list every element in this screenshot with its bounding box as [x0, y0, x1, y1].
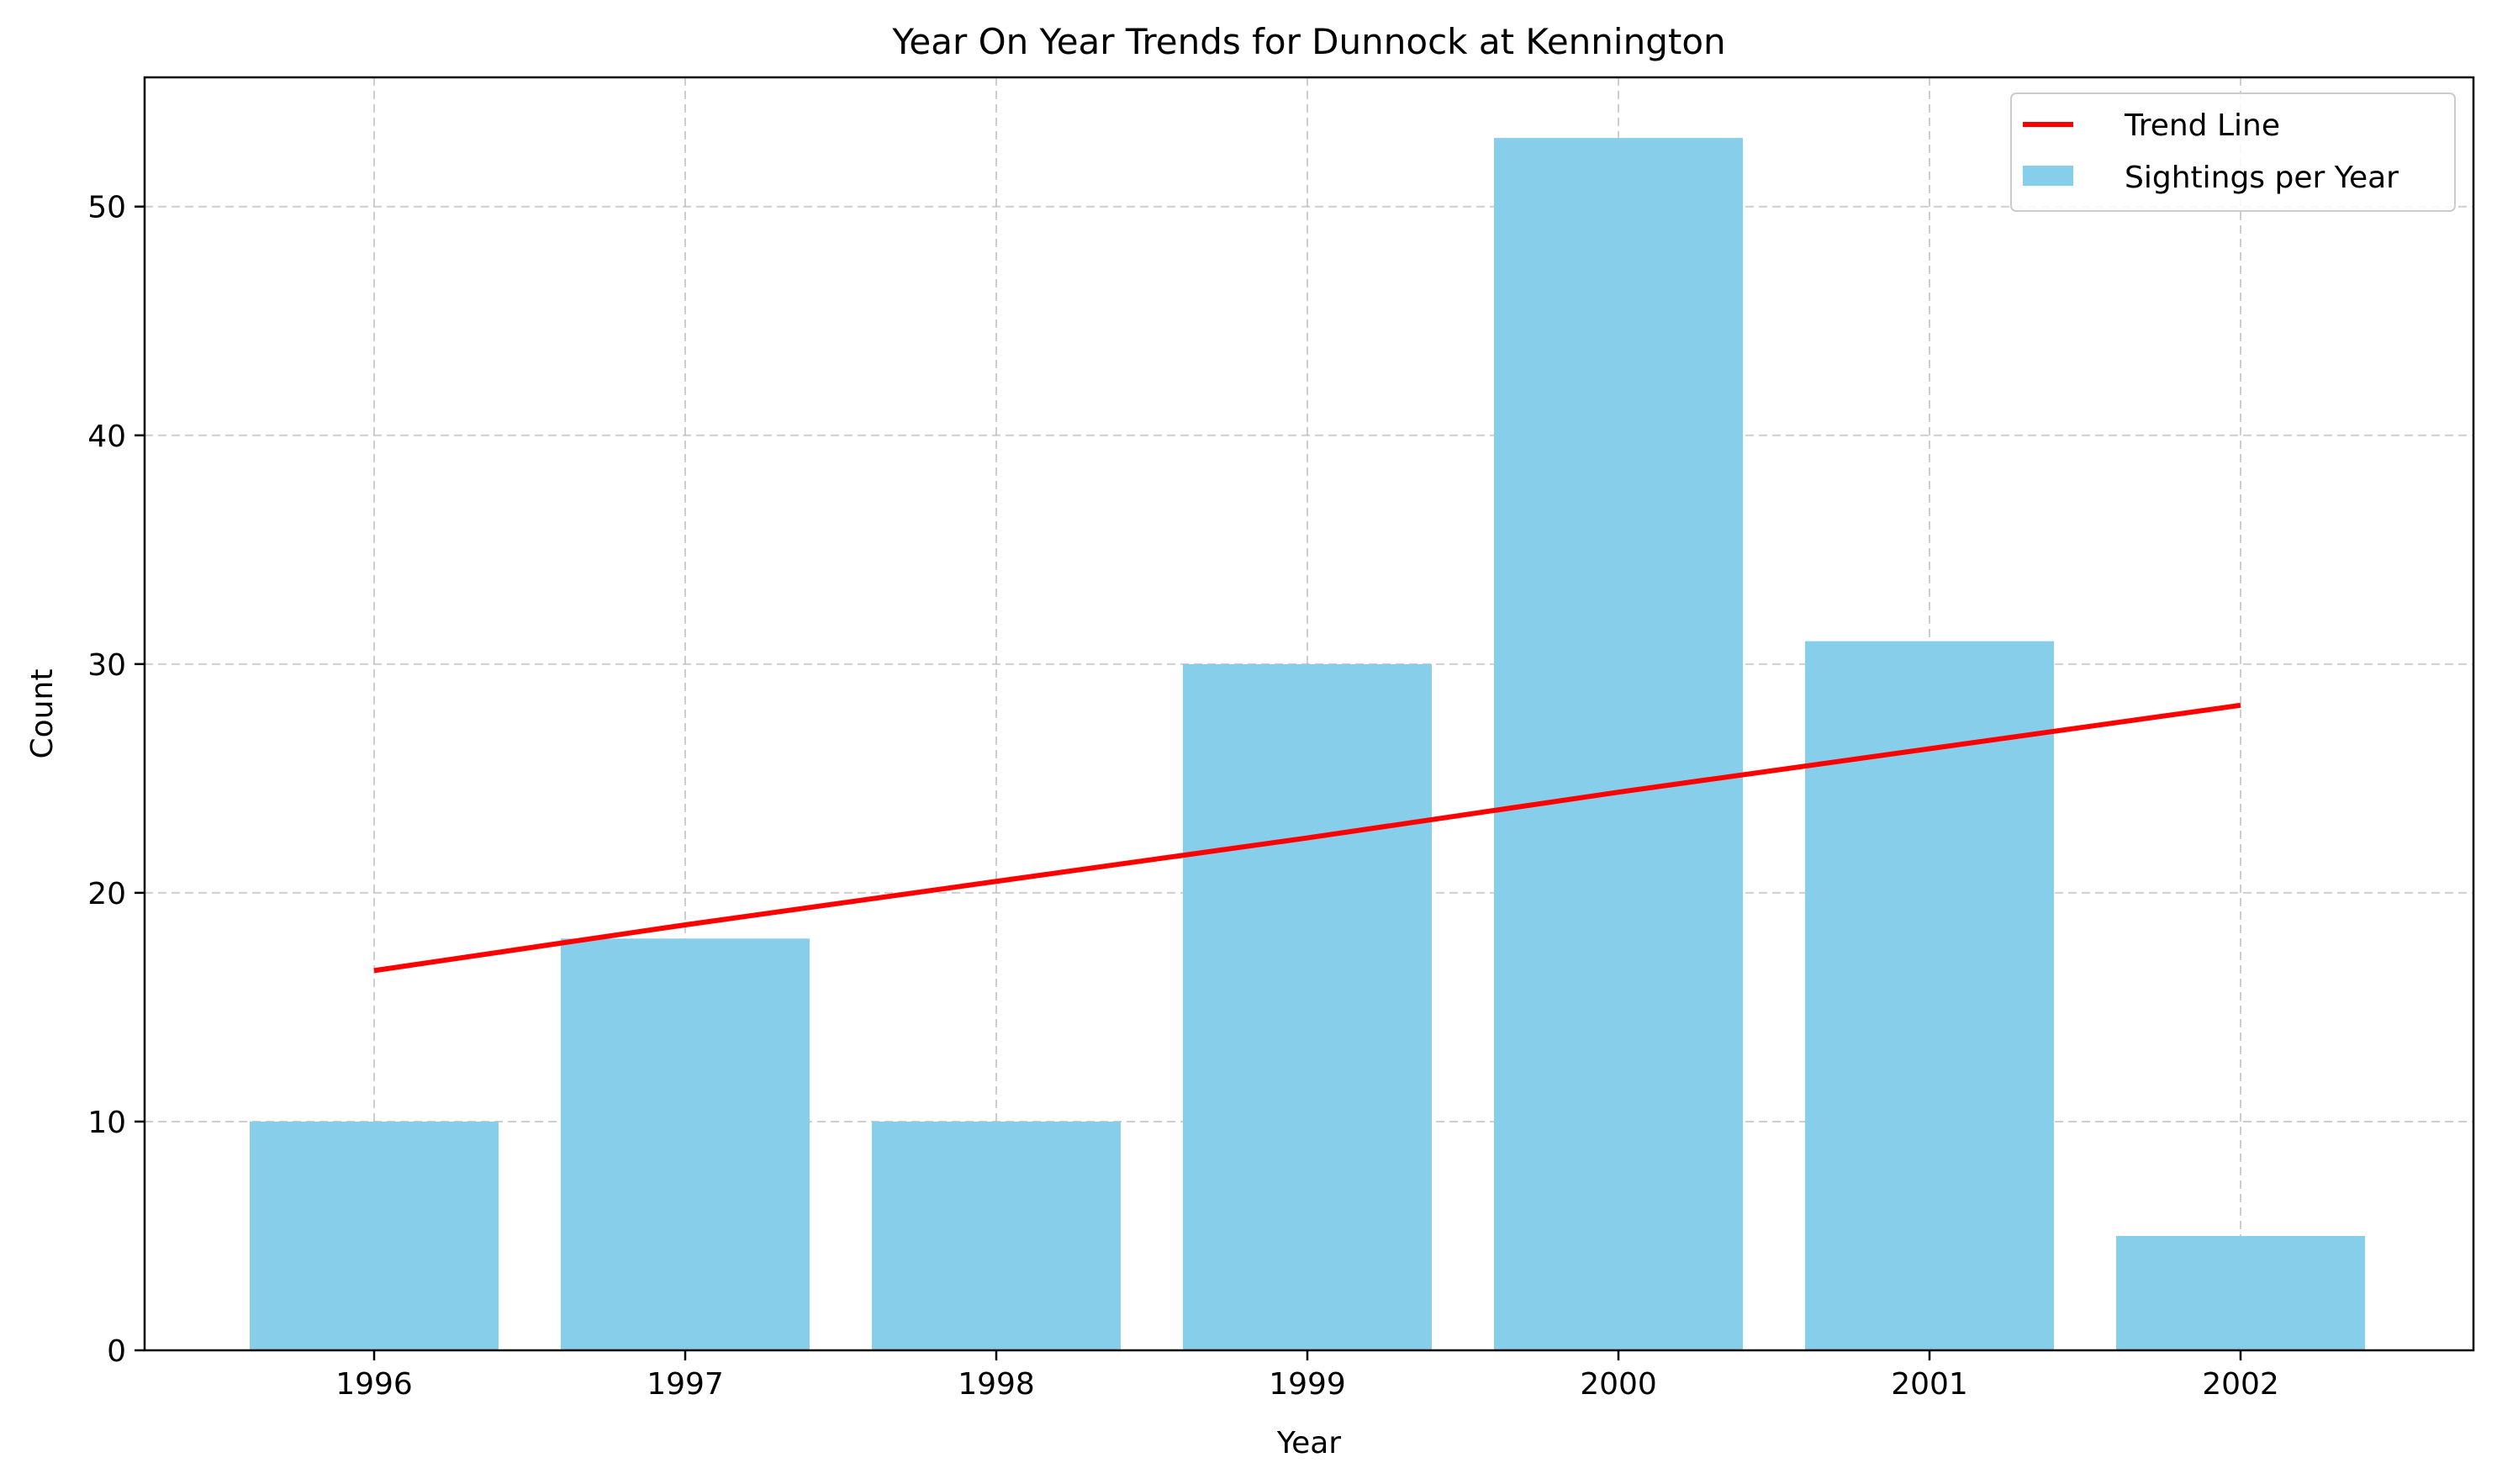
y-tick-label: 30	[87, 648, 126, 683]
bar-1998	[872, 1121, 1121, 1350]
bar-1997	[561, 938, 810, 1350]
legend-sightings-label: Sightings per Year	[2125, 161, 2399, 195]
bar-series	[250, 138, 2365, 1351]
legend: Trend Line Sightings per Year	[2010, 92, 2456, 212]
y-axis-label: Count	[25, 669, 60, 759]
x-tick-label: 2001	[1891, 1367, 1968, 1402]
y-tick-label: 0	[107, 1334, 126, 1369]
y-tick-label: 10	[87, 1106, 126, 1140]
bar-2000	[1494, 138, 1743, 1351]
legend-trend-line-label: Trend Line	[2124, 108, 2280, 143]
x-tick-label: 1998	[958, 1367, 1035, 1402]
y-tick-label: 40	[87, 420, 126, 454]
legend-frame	[2010, 92, 2456, 212]
plot-frame	[143, 76, 2475, 1352]
bar-1999	[1183, 663, 1432, 1350]
x-tick-label: 1997	[647, 1367, 724, 1402]
y-tick-label: 20	[87, 877, 126, 911]
trend-line-series	[373, 702, 2241, 974]
x-tick-label: 2000	[1580, 1367, 1657, 1402]
x-tick-label: 2002	[2202, 1367, 2279, 1402]
x-tick-label: 1999	[1269, 1367, 1346, 1402]
x-tick-label: 1996	[335, 1367, 413, 1402]
chart-title: Year On Year Trends for Dunnock at Kenni…	[891, 21, 1725, 62]
x-axis-ticks: 1996 1997 1998 1999 2000 2001 2002	[335, 1350, 2279, 1402]
legend-sightings-swatch	[2023, 166, 2073, 186]
bar-1996	[250, 1121, 499, 1350]
y-tick-label: 50	[87, 191, 126, 225]
y-axis-ticks: 0 10 20 30 40 50	[87, 191, 145, 1369]
bar-2002	[2116, 1235, 2365, 1350]
x-axis-label: Year	[1276, 1426, 1341, 1460]
trend-line	[373, 702, 2241, 974]
